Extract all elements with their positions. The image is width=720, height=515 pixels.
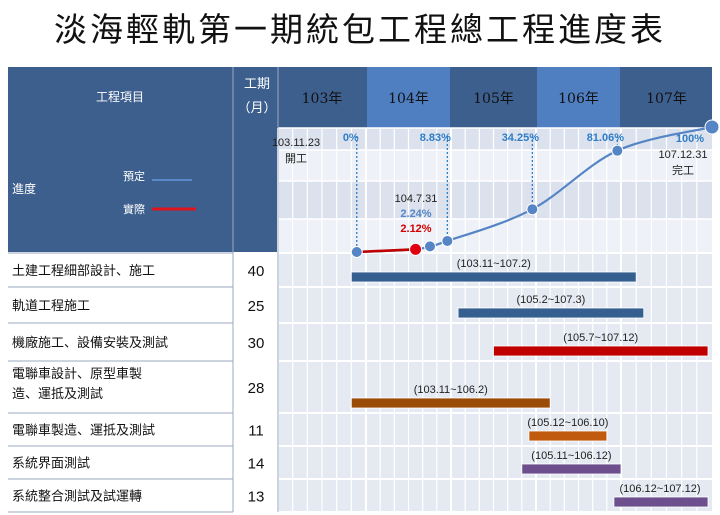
chart-title: 淡海輕軌第一期統包工程總工程進度表 [54, 10, 666, 49]
task-bar [613, 496, 709, 508]
task-duration: 11 [248, 423, 264, 440]
progress-curves [350, 119, 720, 258]
task-range-label: (106.12~107.12) [619, 483, 700, 495]
task-range-label: (103.11~106.2) [414, 384, 488, 396]
task-name: 軌道工程施工 [12, 298, 90, 314]
task-label-cell [8, 323, 233, 361]
task-duration: 28 [248, 380, 265, 397]
task-bar [521, 463, 622, 475]
grid-background [8, 67, 712, 512]
header-item-label: 工程項目 [96, 89, 144, 104]
planned-point [441, 234, 454, 247]
task-label-cell [8, 287, 233, 323]
task-duration: 14 [248, 456, 265, 473]
task-label-cell [8, 253, 233, 287]
year-tick-label: 104年 [388, 91, 429, 107]
progress-grid-band [278, 128, 712, 150]
task-duration: 13 [248, 489, 265, 506]
year-header-cell [279, 67, 365, 128]
milestone-label: 0% [343, 132, 359, 144]
planned-point [611, 144, 624, 157]
year-tick-label: 106年 [558, 91, 599, 107]
header-period-unit: （月） [237, 101, 276, 116]
task-name: 土建工程細部設計、施工 [12, 263, 155, 279]
task-name: 電聯車設計、原型車製 [12, 366, 142, 382]
milestone-label: 34.25% [502, 132, 540, 144]
task-label-cell [8, 479, 233, 512]
header-period-label: 工期 [244, 77, 270, 92]
task-bar [493, 345, 709, 357]
year-header-cell [622, 67, 711, 128]
year-header-cell [452, 67, 535, 128]
milestone-labels: 0% 8.83% 34.25% 81.06% 100% [343, 132, 704, 145]
task-range-label: (105.7~107.12) [563, 332, 638, 344]
current-actual-label: 2.12% [400, 223, 431, 235]
year-tick-label: 103年 [302, 91, 343, 107]
task-grid-band [278, 446, 712, 479]
task-bar [350, 271, 637, 283]
task-name: 系統界面測試 [12, 456, 90, 472]
end-note-label: 完工 [672, 163, 694, 177]
current-planned-label: 2.24% [400, 208, 431, 220]
legend-actual-label: 實際 [123, 202, 145, 216]
start-date-label: 103.11.23 [272, 137, 320, 149]
task-range-label: (103.11~107.2) [457, 258, 531, 270]
progress-period-cell [233, 128, 278, 253]
current-date-label: 104.7.31 [395, 193, 438, 205]
milestone-label: 81.06% [587, 132, 625, 144]
task-range-label: (105.12~106.10) [527, 417, 608, 429]
task-grid-band [278, 413, 712, 446]
task-name: 電聯車製造、運抵及測試 [12, 423, 155, 439]
task-label-cell [8, 361, 233, 413]
task-duration: 25 [248, 298, 265, 315]
task-label-cell [8, 413, 233, 446]
task-range-label: (105.2~107.3) [517, 294, 586, 306]
end-date-label: 107.12.31 [659, 149, 708, 161]
year-header-cell [537, 67, 620, 128]
milestone-label: 100% [676, 133, 704, 145]
task-duration: 30 [248, 335, 265, 352]
task-rows: 土建工程細部設計、施工 40 (103.11~107.2) 軌道工程施工 25 (105.… [12, 258, 709, 508]
planned-point [350, 246, 363, 258]
progress-grid-band [278, 181, 712, 219]
task-bar [457, 307, 645, 319]
year-tick-label: 105年 [473, 91, 514, 107]
task-duration: 40 [248, 263, 265, 280]
task-name: 系統整合測試及試運轉 [12, 489, 142, 505]
task-range-label: (105.11~106.12) [531, 450, 611, 462]
actual-point [409, 242, 423, 256]
planned-point [423, 240, 436, 253]
start-note-label: 開工 [285, 152, 307, 165]
task-bar [528, 430, 608, 442]
progress-grid-band [278, 150, 712, 181]
year-labels: 103年 104年 105年 106年 107年 [302, 91, 687, 107]
planned-point [704, 119, 720, 135]
year-tick-label: 107年 [646, 91, 687, 107]
task-label-cell [8, 446, 233, 479]
planned-point [526, 203, 539, 216]
progress-label-cell [8, 128, 233, 253]
milestone-label: 8.83% [420, 132, 451, 144]
task-name: 機廠施工、設備安裝及測試 [12, 335, 168, 351]
task-bar [350, 397, 551, 409]
grid-lines [8, 67, 712, 513]
year-header-cell [367, 67, 450, 128]
progress-row-label: 進度 [12, 181, 36, 196]
legend-planned-label: 預定 [123, 169, 145, 183]
task-name: 造、運抵及測試 [12, 386, 103, 402]
